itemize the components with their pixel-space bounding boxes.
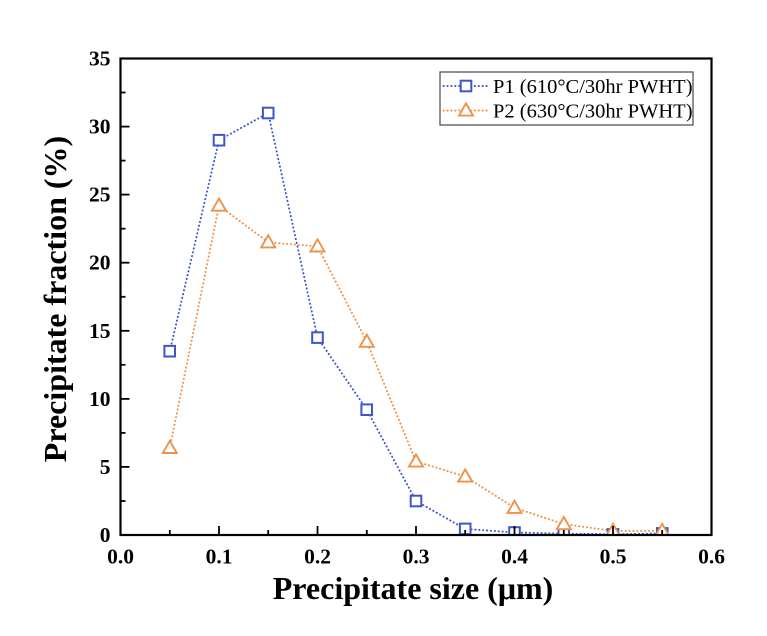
svg-text:35: 35 (89, 47, 111, 71)
svg-text:0.4: 0.4 (501, 545, 528, 569)
svg-text:0.1: 0.1 (206, 545, 233, 569)
svg-text:0.3: 0.3 (403, 545, 430, 569)
svg-text:25: 25 (89, 183, 111, 207)
svg-text:15: 15 (89, 319, 111, 343)
svg-text:P2 (630°C/30hr PWHT): P2 (630°C/30hr PWHT) (493, 101, 693, 123)
svg-text:5: 5 (100, 455, 111, 479)
svg-text:0: 0 (100, 523, 111, 547)
svg-text:Precipitate fraction (%): Precipitate fraction (%) (37, 136, 73, 462)
svg-text:10: 10 (89, 387, 111, 411)
svg-text:30: 30 (89, 115, 111, 139)
svg-text:Precipitate size (μm): Precipitate size (μm) (273, 570, 554, 606)
svg-text:20: 20 (89, 251, 111, 275)
svg-text:P1 (610°C/30hr PWHT): P1 (610°C/30hr PWHT) (493, 76, 693, 98)
svg-text:0.6: 0.6 (698, 545, 725, 569)
svg-text:0.2: 0.2 (304, 545, 331, 569)
svg-text:0.0: 0.0 (107, 545, 134, 569)
svg-text:0.5: 0.5 (600, 545, 627, 569)
